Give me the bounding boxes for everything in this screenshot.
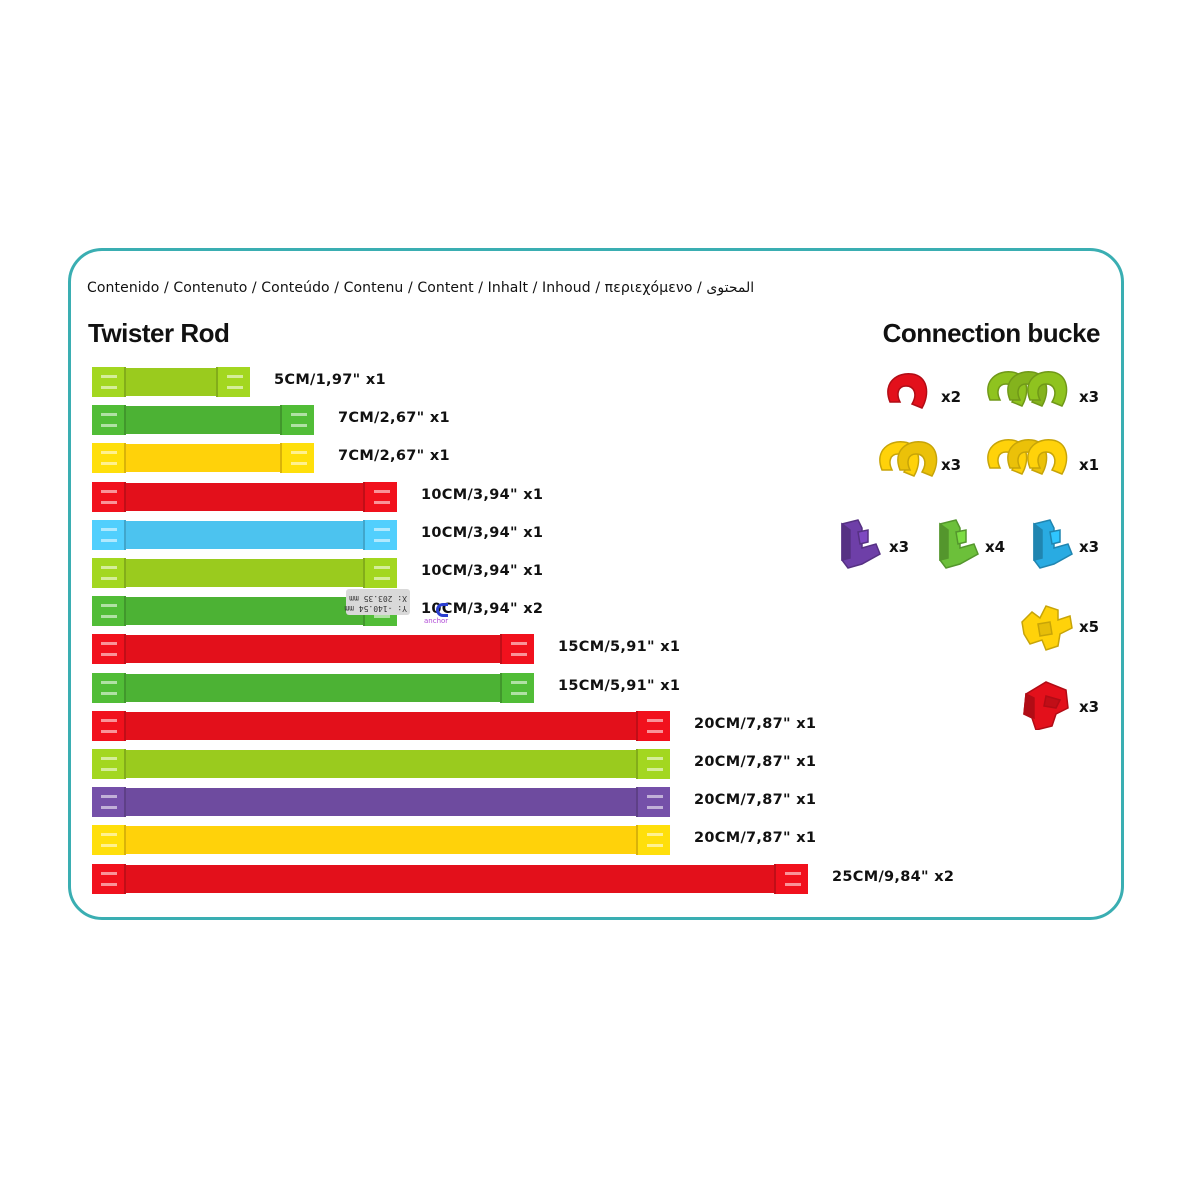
connection-buckle-cross-icon bbox=[1014, 598, 1078, 658]
rod-size-label: 25CM/9,84" x2 bbox=[832, 868, 955, 885]
rod-end-cap bbox=[92, 787, 126, 818]
twister-rod-11 bbox=[92, 749, 670, 779]
twister-rod-13 bbox=[92, 825, 670, 856]
rod-body bbox=[92, 864, 808, 893]
measurement-x: X: 203.35 mm bbox=[349, 594, 407, 603]
rod-body bbox=[92, 559, 397, 587]
connection-buckle-tee-icon bbox=[1016, 674, 1080, 734]
twister-rod-14 bbox=[92, 863, 808, 894]
rod-body bbox=[92, 826, 670, 855]
rod-size-label: 7CM/2,67" x1 bbox=[338, 448, 450, 465]
twister-rod-9 bbox=[92, 672, 534, 703]
rod-body bbox=[92, 750, 670, 778]
rod-size-label: 15CM/5,91" x1 bbox=[558, 677, 681, 694]
rod-body bbox=[92, 711, 670, 740]
connection-buckle-corner-icon bbox=[1020, 514, 1084, 574]
contents-languages-line: Contenido / Contenuto / Conteúdo / Conte… bbox=[87, 280, 755, 296]
twister-rod-4 bbox=[92, 481, 397, 512]
rod-end-cap bbox=[92, 672, 126, 703]
cursor-icon bbox=[436, 603, 448, 617]
rod-end-cap bbox=[92, 367, 126, 397]
twister-rod-5 bbox=[92, 519, 397, 550]
buckle-quantity: x2 bbox=[941, 388, 962, 406]
rod-end-cap bbox=[92, 710, 126, 741]
connection-buckle-corner-icon bbox=[828, 514, 892, 574]
cursor-caption: anchor bbox=[424, 617, 449, 625]
rod-end-cap bbox=[636, 710, 670, 741]
rod-body bbox=[92, 673, 534, 702]
connection-buckle-double-arc-icon bbox=[874, 436, 938, 496]
rod-body bbox=[92, 482, 397, 511]
rod-size-label: 10CM/3,94" x1 bbox=[421, 563, 544, 579]
rod-body bbox=[92, 444, 314, 473]
rod-end-cap bbox=[500, 634, 534, 665]
rod-end-cap bbox=[280, 405, 314, 436]
buckle-quantity: x5 bbox=[1079, 618, 1100, 636]
rod-end-cap bbox=[216, 367, 250, 397]
connection-buckle-triple-arc-icon bbox=[984, 366, 1068, 426]
rod-end-cap bbox=[92, 405, 126, 436]
connection-buckle-corner-icon bbox=[926, 514, 990, 574]
twister-rod-6 bbox=[92, 558, 397, 588]
measurement-y: Y: -140.54 mm bbox=[344, 604, 407, 613]
rod-end-cap bbox=[280, 443, 314, 474]
rod-end-cap bbox=[774, 863, 808, 894]
rod-size-label: 20CM/7,87" x1 bbox=[694, 715, 817, 732]
connection-buckle-heading: Connection bucke bbox=[882, 318, 1101, 348]
connection-buckle-triple-arc-icon bbox=[984, 434, 1068, 494]
twister-rod-heading: Twister Rod bbox=[88, 318, 230, 348]
buckle-quantity: x3 bbox=[1079, 388, 1100, 406]
rod-end-cap bbox=[363, 558, 397, 588]
buckle-quantity: x3 bbox=[941, 456, 962, 474]
measurement-tooltip: Y: -140.54 mm X: 203.35 mm bbox=[344, 589, 410, 615]
rod-end-cap bbox=[636, 825, 670, 856]
rod-body bbox=[92, 406, 314, 435]
rod-end-cap bbox=[92, 596, 126, 627]
connection-buckle-single-arc-icon bbox=[874, 368, 938, 428]
buckle-quantity: x3 bbox=[1079, 538, 1100, 556]
twister-rod-3 bbox=[92, 443, 314, 474]
rod-size-label: 10CM/3,94" x1 bbox=[421, 524, 544, 541]
rod-body bbox=[92, 635, 534, 664]
rod-size-label: 7CM/2,67" x1 bbox=[338, 410, 450, 427]
rod-end-cap bbox=[92, 481, 126, 512]
rod-end-cap bbox=[636, 749, 670, 779]
twister-rod-10 bbox=[92, 710, 670, 741]
rod-end-cap bbox=[92, 863, 126, 894]
rod-body bbox=[92, 788, 670, 817]
rod-end-cap bbox=[636, 787, 670, 818]
twister-rod-1 bbox=[92, 367, 250, 397]
twister-rod-12 bbox=[92, 787, 670, 818]
rod-end-cap bbox=[92, 558, 126, 588]
rod-end-cap bbox=[92, 825, 126, 856]
rod-size-label: 5CM/1,97" x1 bbox=[274, 372, 386, 388]
rod-size-label: 10CM/3,94" x1 bbox=[421, 486, 544, 503]
rod-size-label: 10CM/3,94" x2 bbox=[421, 601, 544, 618]
buckle-quantity: x3 bbox=[1079, 698, 1100, 716]
buckle-quantity: x3 bbox=[889, 538, 910, 556]
rod-end-cap bbox=[363, 519, 397, 550]
rod-end-cap bbox=[92, 749, 126, 779]
rod-size-label: 20CM/7,87" x1 bbox=[694, 792, 817, 809]
rod-end-cap bbox=[92, 443, 126, 474]
rod-size-label: 15CM/5,91" x1 bbox=[558, 639, 681, 656]
rod-size-label: 20CM/7,87" x1 bbox=[694, 830, 817, 847]
twister-rod-2 bbox=[92, 405, 314, 436]
rod-size-label: 20CM/7,87" x1 bbox=[694, 754, 817, 770]
rod-end-cap bbox=[92, 519, 126, 550]
twister-rod-8 bbox=[92, 634, 534, 665]
rod-end-cap bbox=[500, 672, 534, 703]
buckle-quantity: x4 bbox=[985, 538, 1006, 556]
buckle-quantity: x1 bbox=[1079, 456, 1100, 474]
rod-end-cap bbox=[92, 634, 126, 665]
rod-end-cap bbox=[363, 481, 397, 512]
rod-body bbox=[92, 520, 397, 549]
